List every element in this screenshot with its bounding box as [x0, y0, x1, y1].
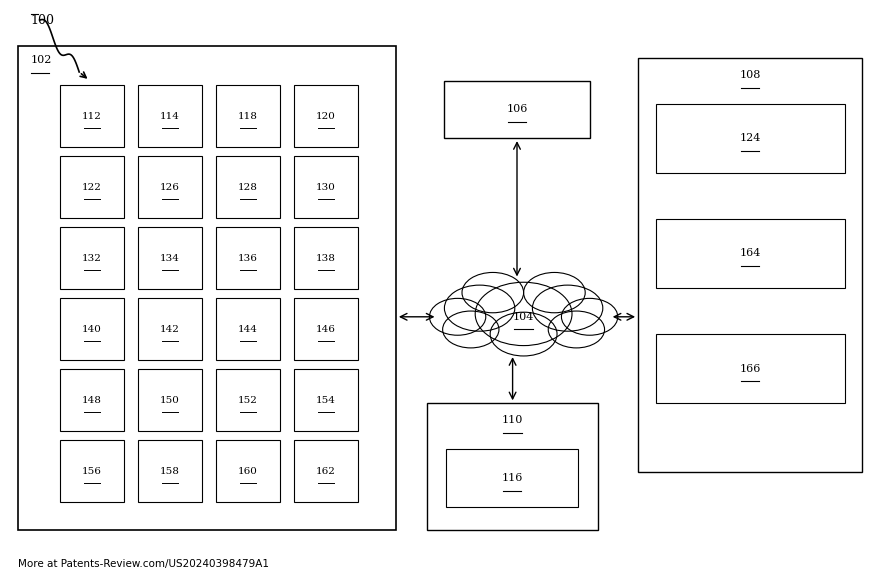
Bar [294, 298, 358, 360]
Bar [294, 156, 358, 218]
Text: 148: 148 [82, 396, 102, 405]
Circle shape [475, 282, 572, 346]
Bar [60, 228, 124, 289]
Text: 160: 160 [238, 467, 258, 476]
Bar [138, 369, 202, 431]
Text: 154: 154 [316, 396, 336, 405]
Bar [138, 85, 202, 147]
Text: 140: 140 [82, 325, 102, 334]
Bar [60, 85, 124, 147]
Text: 108: 108 [739, 70, 761, 80]
Text: 136: 136 [238, 254, 258, 263]
Bar [294, 441, 358, 502]
Bar [216, 156, 280, 218]
Text: 118: 118 [238, 112, 258, 120]
Text: 164: 164 [739, 248, 761, 259]
Text: 150: 150 [160, 396, 180, 405]
Text: More at Patents-Review.com/US20240398479A1: More at Patents-Review.com/US20240398479… [18, 559, 268, 569]
Text: 156: 156 [82, 467, 102, 476]
Bar [60, 441, 124, 502]
Bar [216, 228, 280, 289]
Text: 130: 130 [316, 183, 336, 192]
Text: 110: 110 [502, 415, 524, 426]
Bar [216, 369, 280, 431]
Bar [60, 156, 124, 218]
Circle shape [429, 298, 486, 335]
Bar [18, 46, 396, 530]
Text: 142: 142 [160, 325, 180, 334]
Circle shape [490, 312, 557, 356]
Bar [294, 85, 358, 147]
Bar [656, 219, 845, 288]
Text: 114: 114 [160, 112, 180, 120]
Bar [427, 403, 598, 530]
Text: 100: 100 [31, 14, 55, 28]
Bar [216, 298, 280, 360]
Circle shape [443, 311, 499, 348]
Text: 102: 102 [31, 55, 52, 66]
Bar [638, 58, 862, 472]
Circle shape [444, 285, 515, 331]
Bar [216, 441, 280, 502]
Text: 122: 122 [82, 183, 102, 192]
Text: 116: 116 [502, 473, 523, 483]
Bar [138, 228, 202, 289]
Bar [60, 298, 124, 360]
Circle shape [462, 272, 524, 313]
Text: 146: 146 [316, 325, 336, 334]
Text: 144: 144 [238, 325, 258, 334]
Bar [138, 156, 202, 218]
Bar [60, 369, 124, 431]
Circle shape [561, 298, 618, 335]
Bar [294, 228, 358, 289]
Circle shape [524, 272, 585, 313]
Text: 120: 120 [316, 112, 336, 120]
Circle shape [548, 311, 605, 348]
Text: 138: 138 [316, 254, 336, 263]
Text: 152: 152 [238, 396, 258, 405]
Text: 112: 112 [82, 112, 102, 120]
Bar [444, 81, 590, 138]
Text: 106: 106 [506, 104, 528, 115]
Bar [216, 85, 280, 147]
Bar [656, 104, 845, 173]
Bar [656, 334, 845, 403]
Text: 166: 166 [739, 363, 761, 374]
Text: 132: 132 [82, 254, 102, 263]
Text: 162: 162 [316, 467, 336, 476]
Bar [446, 449, 578, 507]
Bar [138, 298, 202, 360]
Text: 158: 158 [160, 467, 180, 476]
Text: 124: 124 [739, 133, 761, 143]
Text: 126: 126 [160, 183, 180, 192]
Text: 104: 104 [513, 312, 534, 322]
Circle shape [532, 285, 603, 331]
Text: 134: 134 [160, 254, 180, 263]
Bar [294, 369, 358, 431]
Text: 128: 128 [238, 183, 258, 192]
Bar [138, 441, 202, 502]
